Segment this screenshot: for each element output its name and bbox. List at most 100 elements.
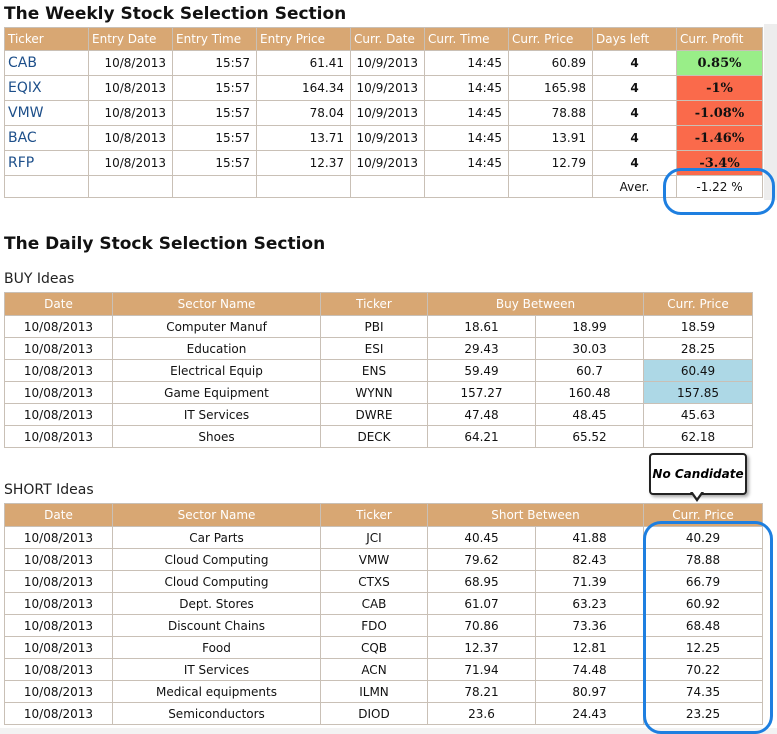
buy-row: 10/08/2013 Game Equipment WYNN 157.27 160.48…	[4, 381, 754, 404]
curr-price-cell: 62.18	[643, 425, 754, 448]
daily-section-title: The Daily Stock Selection Section	[4, 234, 326, 254]
weekly-col-header: Entry Date	[88, 27, 173, 51]
curr-date-cell: 10/9/2013	[350, 75, 425, 101]
average-label: Aver.	[592, 175, 677, 198]
sector-cell: Food	[112, 636, 321, 659]
sector-cell: Education	[112, 337, 321, 360]
weekly-row: BAC 10/8/2013 15:57 13.71 10/9/2013 14:45 13.9…	[4, 125, 763, 151]
ticker-cell: ACN	[320, 658, 428, 681]
ticker-cell: DIOD	[320, 702, 428, 725]
sector-cell: Computer Manuf	[112, 315, 321, 338]
ticker-cell: WYNN	[320, 381, 428, 404]
range-high-cell: 24.43	[535, 702, 644, 725]
ticker-cell: VMW	[4, 100, 89, 126]
date-cell: 10/08/2013	[4, 680, 113, 703]
weekly-col-header: Curr. Price	[508, 27, 593, 51]
ticker-cell: DECK	[320, 425, 428, 448]
ticker-cell: ESI	[320, 337, 428, 360]
days-left-cell: 4	[592, 150, 677, 176]
curr-time-cell: 14:45	[424, 100, 509, 126]
curr-date-cell: 10/9/2013	[350, 100, 425, 126]
entry-time-cell: 15:57	[172, 50, 257, 76]
range-low-cell: 70.86	[427, 614, 536, 637]
weekly-col-header: Ticker	[4, 27, 89, 51]
empty-cell	[508, 175, 593, 198]
curr-time-cell: 14:45	[424, 125, 509, 151]
range-low-cell: 78.21	[427, 680, 536, 703]
entry-date-cell: 10/8/2013	[88, 75, 173, 101]
range-high-cell: 12.81	[535, 636, 644, 659]
sector-cell: Car Parts	[112, 526, 321, 549]
curr-price-cell: 18.59	[643, 315, 754, 338]
range-high-cell: 41.88	[535, 526, 644, 549]
date-cell: 10/08/2013	[4, 636, 113, 659]
ticker-cell: VMW	[320, 548, 428, 571]
date-cell: 10/08/2013	[4, 381, 113, 404]
entry-date-cell: 10/8/2013	[88, 150, 173, 176]
ticker-cell: CAB	[4, 50, 89, 76]
curr-price-cell: 165.98	[508, 75, 593, 101]
range-high-cell: 74.48	[535, 658, 644, 681]
range-low-cell: 68.95	[427, 570, 536, 593]
curr-date-cell: 10/9/2013	[350, 125, 425, 151]
date-cell: 10/08/2013	[4, 592, 113, 615]
callout-pointer-inner	[692, 491, 702, 498]
weekly-col-header: Entry Time	[172, 27, 257, 51]
buy-row: 10/08/2013 IT Services DWRE 47.48 48.45 45.63	[4, 403, 754, 426]
curr-price-cell: 78.88	[508, 100, 593, 126]
ticker-cell: DWRE	[320, 403, 428, 426]
date-cell: 10/08/2013	[4, 359, 113, 382]
curr-price-cell: 45.63	[643, 403, 754, 426]
date-cell: 10/08/2013	[4, 614, 113, 637]
short-row: 10/08/2013 Medical equipments ILMN 78.21 80.…	[4, 680, 763, 703]
range-low-cell: 71.94	[427, 658, 536, 681]
short-row: 10/08/2013 Semiconductors DIOD 23.6 24.43 23.…	[4, 702, 763, 725]
ticker-cell: CTXS	[320, 570, 428, 593]
ticker-cell: ILMN	[320, 680, 428, 703]
empty-cell	[88, 175, 173, 198]
sector-cell: Game Equipment	[112, 381, 321, 404]
profit-cell: -3.4%	[676, 150, 763, 176]
curr-date-cell: 10/9/2013	[350, 50, 425, 76]
weekly-section-title: The Weekly Stock Selection Section	[4, 4, 347, 24]
weekly-table: Ticker Entry Date Entry Time Entry Price Cur…	[4, 27, 763, 198]
weekly-col-header: Curr. Time	[424, 27, 509, 51]
entry-time-cell: 15:57	[172, 100, 257, 126]
profit-cell: -1%	[676, 75, 763, 101]
days-left-cell: 4	[592, 50, 677, 76]
weekly-col-header: Curr. Date	[350, 27, 425, 51]
ticker-cell: RFP	[4, 150, 89, 176]
date-cell: 10/08/2013	[4, 548, 113, 571]
no-candidate-callout: No Candidate	[649, 453, 747, 495]
profit-cell: -1.08%	[676, 100, 763, 126]
buy-ideas-label: BUY Ideas	[4, 271, 75, 287]
weekly-header-row: Ticker Entry Date Entry Time Entry Price Cur…	[4, 27, 763, 51]
bottom-strip	[0, 728, 777, 734]
range-low-cell: 157.27	[427, 381, 536, 404]
sector-cell: Electrical Equip	[112, 359, 321, 382]
callout-text: No Candidate	[652, 467, 744, 481]
range-high-cell: 160.48	[534, 381, 645, 404]
buy-row: 10/08/2013 Shoes DECK 64.21 65.52 62.18	[4, 425, 754, 448]
range-high-cell: 65.52	[534, 425, 645, 448]
sector-cell: IT Services	[112, 658, 321, 681]
range-high-cell: 80.97	[535, 680, 644, 703]
days-left-cell: 4	[592, 100, 677, 126]
entry-price-cell: 78.04	[256, 100, 351, 126]
short-row: 10/08/2013 Car Parts JCI 40.45 41.88 40.29	[4, 526, 763, 549]
empty-cell	[4, 175, 89, 198]
short-col-header: Ticker	[320, 503, 428, 527]
range-low-cell: 12.37	[427, 636, 536, 659]
weekly-col-header: Curr. Profit	[676, 27, 763, 51]
range-low-cell: 79.62	[427, 548, 536, 571]
sector-cell: Cloud Computing	[112, 570, 321, 593]
short-col-header: Short Between	[427, 503, 644, 527]
date-cell: 10/08/2013	[4, 702, 113, 725]
weekly-row: CAB 10/8/2013 15:57 61.41 10/9/2013 14:45 60.8…	[4, 50, 763, 76]
buy-col-header: Ticker	[320, 292, 428, 316]
curr-price-cell: 12.79	[508, 150, 593, 176]
range-high-cell: 71.39	[535, 570, 644, 593]
ticker-cell: ENS	[320, 359, 428, 382]
sector-cell: Shoes	[112, 425, 321, 448]
curr-price-cell: 28.25	[643, 337, 754, 360]
